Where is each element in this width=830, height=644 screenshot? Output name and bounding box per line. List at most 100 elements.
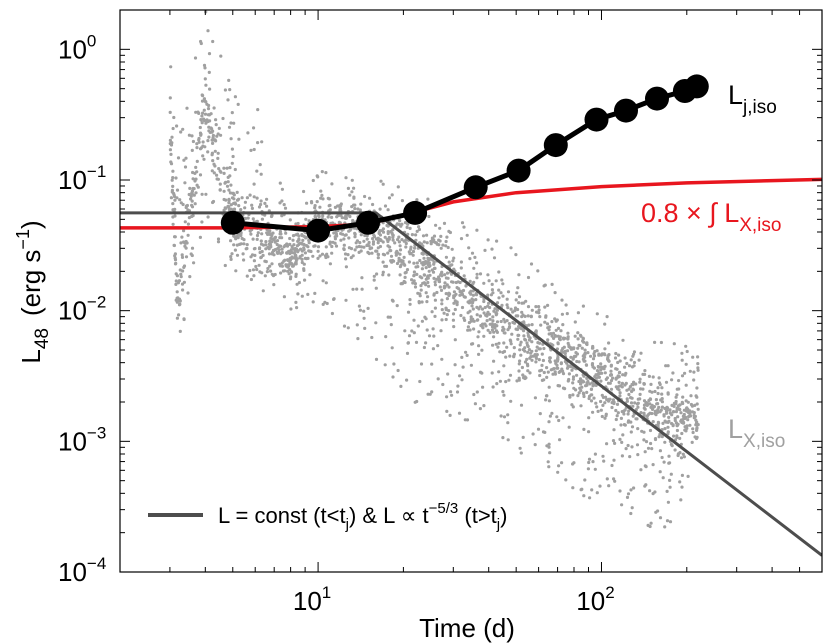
lxiso-point: [618, 437, 622, 441]
legend-part4: ): [500, 503, 507, 528]
lxiso-point: [194, 191, 198, 195]
svg-text:L48(erg s−1): L48(erg s−1): [13, 220, 53, 363]
lxiso-point: [477, 344, 481, 348]
lxiso-point: [680, 358, 684, 362]
lxiso-point: [443, 281, 447, 285]
lxiso-point: [187, 133, 191, 137]
lxiso-point: [304, 236, 308, 240]
lxiso-point: [311, 178, 315, 183]
lxiso-point: [272, 283, 276, 287]
lxiso-point: [688, 413, 692, 417]
lxiso-point: [561, 323, 565, 327]
lxiso-point: [668, 478, 672, 482]
lxiso-point: [648, 402, 652, 406]
lxiso-point: [445, 395, 449, 399]
lxiso-point: [378, 244, 383, 249]
lxiso-point: [684, 409, 689, 413]
lxiso-point: [667, 415, 671, 419]
lxiso-point: [236, 102, 240, 106]
lxiso-point: [372, 278, 376, 282]
lxiso-point: [358, 241, 362, 245]
lxiso-point: [515, 327, 520, 332]
lxiso-point: [237, 204, 241, 208]
lxiso-point: [477, 330, 481, 334]
lxiso-point: [439, 246, 443, 250]
lxiso-point: [566, 331, 570, 335]
lxiso-point: [389, 323, 393, 327]
lxiso-point: [508, 373, 513, 377]
lxiso-point: [518, 348, 522, 352]
lxiso-point: [200, 192, 204, 196]
lxiso-point: [330, 311, 334, 316]
lxiso-point: [202, 63, 207, 67]
lxiso-point: [398, 273, 402, 277]
lxiso-point: [270, 213, 274, 218]
lxiso-point: [175, 316, 179, 320]
lxiso-point: [316, 256, 320, 260]
lxiso-point: [472, 266, 476, 270]
lxiso-point: [291, 264, 295, 268]
lxiso-point: [397, 235, 401, 239]
y-tick-label: 100: [58, 31, 96, 64]
lxiso-point: [405, 268, 410, 272]
lxiso-point: [674, 395, 678, 399]
lxiso-point: [673, 448, 677, 452]
lxiso-point: [265, 197, 269, 201]
lxiso-point: [172, 243, 176, 248]
lxiso-point: [469, 315, 473, 319]
lxiso-point: [638, 397, 642, 401]
lxiso-point: [634, 382, 638, 386]
lxiso-point: [638, 392, 642, 396]
lxiso-point: [604, 412, 608, 416]
lxiso-point: [222, 171, 226, 175]
integral-label: 0.8 × ∫ LX,iso: [641, 198, 781, 236]
lxiso-point: [211, 136, 215, 140]
lxiso-point: [271, 248, 276, 252]
lxiso-point: [616, 360, 620, 365]
lxiso-point: [545, 394, 549, 398]
lxiso-point: [574, 354, 578, 358]
lxiso-point: [363, 194, 367, 199]
lxiso-point: [472, 392, 476, 397]
lxiso-point: [519, 451, 523, 455]
lxiso-point: [459, 260, 463, 264]
lxiso-point: [249, 148, 253, 152]
lxiso-point: [355, 323, 359, 327]
lxiso-point: [197, 138, 201, 142]
lxiso-point: [196, 185, 200, 189]
lxiso-point: [520, 310, 524, 314]
lxiso-point: [488, 317, 492, 321]
lxiso-point: [449, 390, 453, 394]
lxiso-point: [391, 228, 395, 232]
lxiso-point: [517, 369, 521, 373]
lxiso-point: [222, 189, 226, 193]
lxiso-point: [174, 261, 178, 265]
lxiso-point: [206, 29, 210, 33]
lxiso-point: [417, 227, 421, 232]
lxiso-point: [582, 427, 586, 431]
lxiso-point: [412, 331, 416, 335]
lxiso-point: [629, 511, 633, 516]
lxiso-point: [248, 229, 252, 233]
lxiso-point: [180, 282, 185, 286]
lxiso-point: [526, 344, 530, 349]
lxiso-point: [565, 349, 570, 353]
lxiso-point: [358, 208, 362, 212]
lxiso-point: [560, 298, 564, 302]
lxiso-point: [667, 461, 671, 465]
lxiso-point: [629, 401, 634, 405]
lxiso-point: [207, 103, 211, 108]
lxiso-point: [222, 166, 226, 170]
lxiso-point: [607, 399, 611, 403]
lxiso-point: [182, 229, 186, 233]
lxiso-point: [497, 288, 501, 292]
lxiso-point: [587, 396, 591, 401]
lxiso-point: [305, 201, 309, 205]
lxiso-point: [629, 420, 633, 424]
lxiso-point: [684, 383, 688, 387]
lxiso-point: [478, 370, 483, 374]
lxiso-point: [371, 202, 375, 207]
lxiso-point: [370, 251, 374, 255]
lxiso-point: [514, 298, 518, 302]
lxiso-point: [682, 412, 686, 417]
